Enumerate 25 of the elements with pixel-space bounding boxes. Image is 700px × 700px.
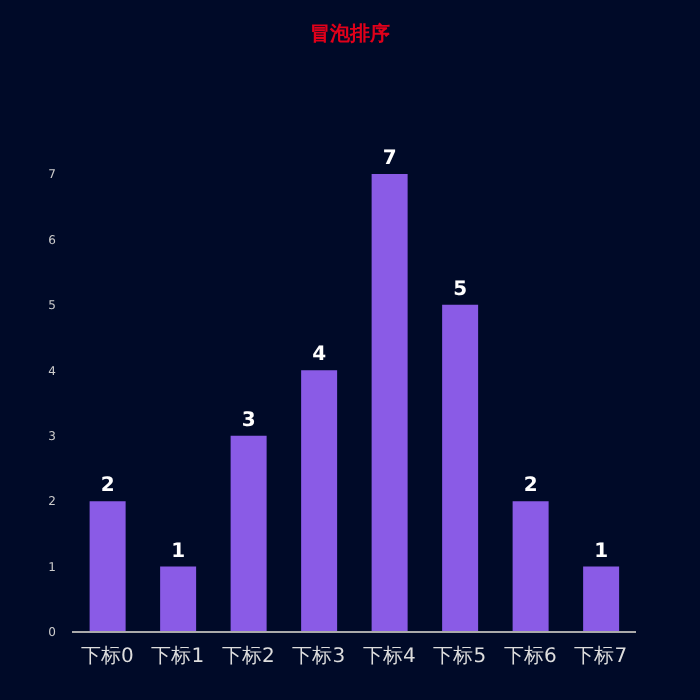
bar (301, 370, 338, 632)
data-label: 2 (523, 475, 538, 498)
x-tick-label: 下标0 (80, 644, 134, 669)
bar (583, 566, 620, 632)
data-label: 7 (382, 148, 397, 170)
data-label: 5 (453, 278, 468, 301)
x-tick-label: 下标7 (574, 644, 628, 669)
x-tick-label: 下标4 (362, 644, 416, 669)
bar (371, 174, 408, 632)
x-tick-label: 下标1 (151, 644, 205, 669)
data-label: 4 (312, 344, 327, 367)
bar (442, 304, 479, 632)
bar (89, 501, 126, 632)
x-tick-label: 下标5 (433, 644, 487, 669)
x-tick-label: 下标2 (221, 644, 275, 669)
data-label: 1 (171, 540, 186, 563)
data-label: 3 (241, 409, 256, 432)
data-label: 1 (594, 540, 609, 563)
bar (160, 566, 197, 632)
data-label: 2 (100, 475, 115, 498)
bar (512, 501, 549, 632)
bar (230, 435, 267, 632)
x-tick-label: 下标6 (503, 644, 557, 669)
x-tick-label: 下标3 (292, 644, 346, 669)
chart-title: 冒泡排序 (308, 20, 392, 48)
